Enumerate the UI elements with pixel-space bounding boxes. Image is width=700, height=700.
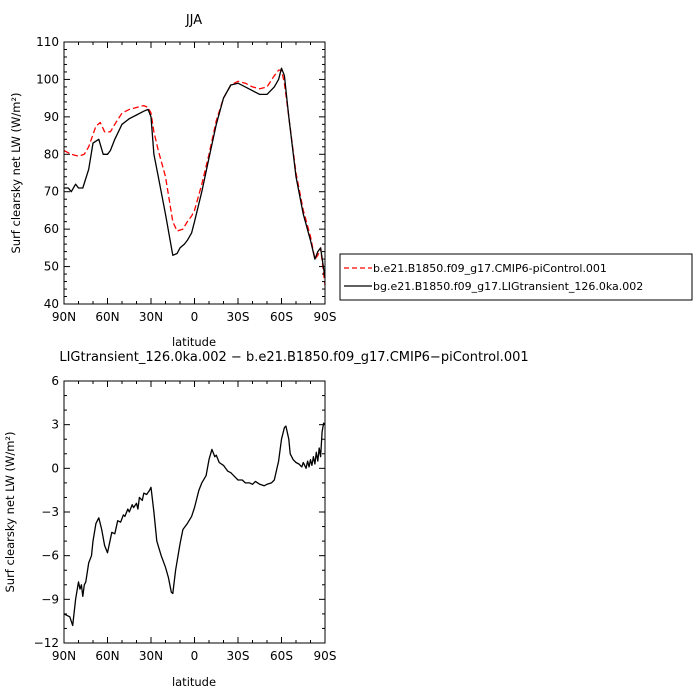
y-tick-label: 50: [44, 260, 59, 274]
x-tick-label: 60S: [270, 649, 293, 663]
y-tick-label: 6: [51, 374, 59, 388]
y-tick-label: 80: [44, 147, 59, 161]
bottom-plot-area: [63, 422, 326, 627]
top-x-axis-label: latitude: [172, 335, 216, 349]
x-tick-label: 60S: [270, 310, 293, 324]
y-tick-label: 100: [36, 72, 59, 86]
x-tick-label: 30S: [227, 649, 250, 663]
x-tick-label: 90N: [52, 310, 76, 324]
top-y-ticks: 40 50 60 70 80 90 100 110: [36, 35, 325, 311]
top-chart-title: JJA: [185, 13, 202, 28]
x-tick-label: 90S: [314, 310, 337, 324]
x-tick-label: 30N: [139, 649, 163, 663]
top-plot-frame: [63, 41, 326, 305]
x-tick-label: 30N: [139, 310, 163, 324]
legend-box: [339, 253, 693, 301]
bottom-y-axis-label: Surf clearsky net LW (W/m²): [3, 431, 17, 592]
legend-label-series-1: b.e21.B1850.f09_g17.CMIP6-piControl.001: [373, 262, 607, 275]
top-panel: JJA 90N 60N 30N 0 30S 60S 90S 40 50 60 70 80 90 100 1…: [9, 13, 693, 349]
bottom-x-axis-label: latitude: [172, 675, 216, 689]
x-tick-label: 0: [191, 310, 199, 324]
series-line-1: [63, 69, 326, 286]
y-tick-label: −3: [41, 505, 59, 519]
top-plot-area: [63, 67, 326, 286]
legend-label-series-2: bg.e21.B1850.f09_g17.LIGtransient_126.0k…: [373, 280, 643, 293]
y-tick-label: 110: [36, 35, 59, 49]
top-y-axis-label: Surf clearsky net LW (W/m²): [9, 92, 23, 253]
y-tick-label: −6: [41, 549, 59, 563]
y-tick-label: 0: [51, 461, 59, 475]
bottom-plot-frame: [63, 380, 326, 644]
y-tick-label: 90: [44, 110, 59, 124]
y-tick-label: 60: [44, 222, 59, 236]
series-line-2: [64, 67, 326, 278]
bottom-x-ticks: 90N 60N 30N 0 30S 60S 90S: [52, 381, 337, 663]
y-tick-label: 40: [44, 297, 59, 311]
y-tick-label: 3: [51, 418, 59, 432]
x-tick-label: 0: [191, 649, 199, 663]
top-x-ticks: 90N 60N 30N 0 30S 60S 90S: [52, 42, 337, 324]
x-tick-label: 60N: [95, 649, 119, 663]
bottom-chart-title: LIGtransient_126.0ka.002 − b.e21.B1850.f…: [59, 350, 528, 365]
x-tick-label: 30S: [227, 310, 250, 324]
x-tick-label: 90N: [52, 649, 76, 663]
y-tick-label: −12: [34, 636, 59, 650]
legend: b.e21.B1850.f09_g17.CMIP6-piControl.001 …: [339, 253, 693, 301]
bottom-y-ticks: −12 −9 −6 −3 0 3 6: [34, 374, 325, 650]
bottom-panel: LIGtransient_126.0ka.002 − b.e21.B1850.f…: [3, 350, 529, 689]
x-tick-label: 90S: [314, 649, 337, 663]
x-tick-label: 60N: [95, 310, 119, 324]
series-line-1: [63, 422, 326, 627]
y-tick-label: −9: [41, 592, 59, 606]
y-tick-label: 70: [44, 185, 59, 199]
